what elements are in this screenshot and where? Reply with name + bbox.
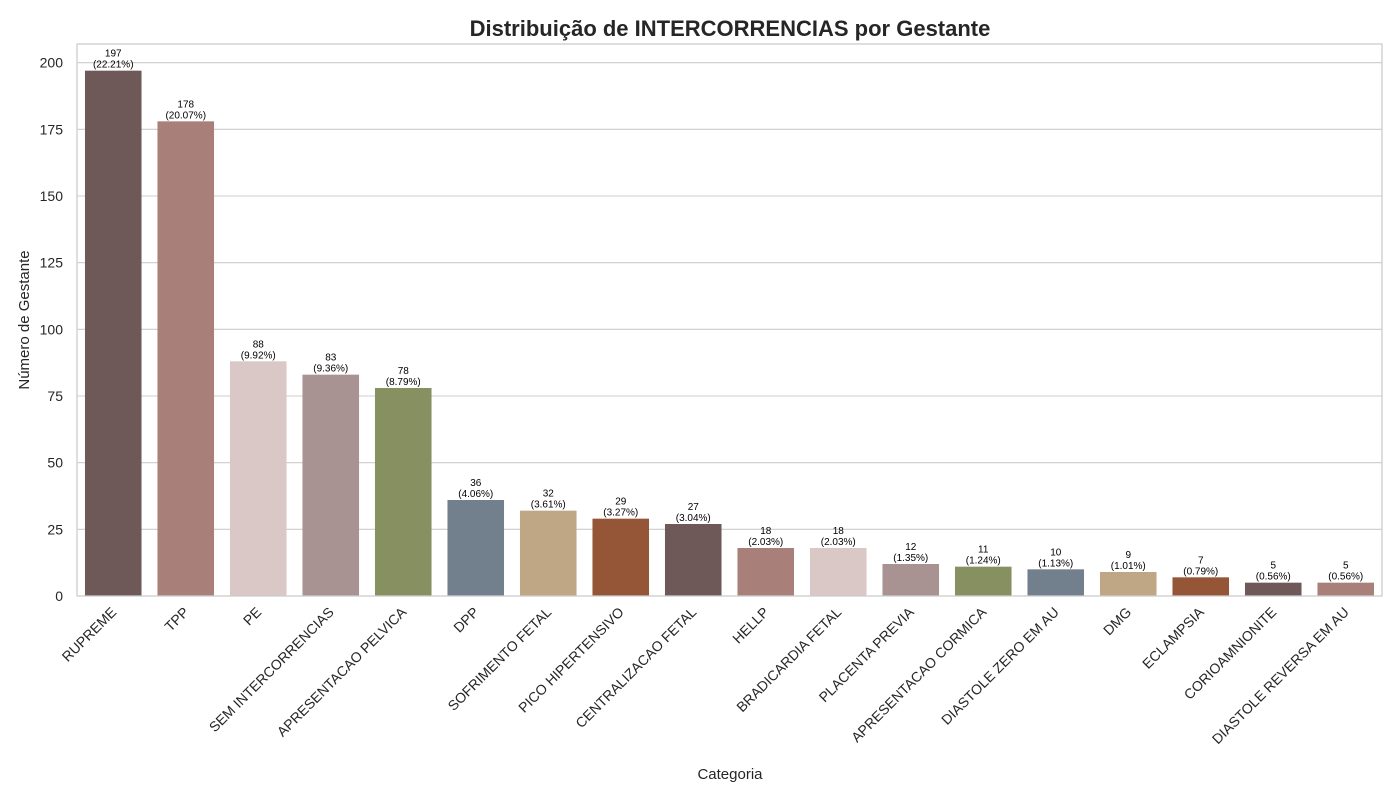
data-label-value: 9 bbox=[1125, 550, 1131, 561]
y-tick-label: 175 bbox=[40, 121, 64, 137]
data-labels: 197(22.21%) 178(20.07%) 88(9.92%) 83(9.36%)… bbox=[93, 49, 1363, 583]
y-tick-label: 0 bbox=[55, 588, 63, 604]
bar bbox=[157, 121, 215, 596]
data-label-value: 11 bbox=[978, 545, 989, 556]
data-label-percent: (0.56%) bbox=[1256, 572, 1291, 583]
plot-frame bbox=[76, 43, 1383, 597]
data-label-percent: (3.27%) bbox=[603, 508, 638, 519]
data-label-percent: (1.01%) bbox=[1111, 561, 1146, 572]
bar bbox=[1099, 572, 1157, 596]
data-label-value: 88 bbox=[253, 339, 265, 350]
bar bbox=[84, 70, 142, 596]
data-label-value: 18 bbox=[760, 526, 772, 537]
data-label-percent: (22.21%) bbox=[93, 60, 134, 71]
data-label-percent: (3.61%) bbox=[531, 500, 566, 511]
data-label-value: 5 bbox=[1270, 561, 1276, 572]
data-label-value: 197 bbox=[105, 49, 122, 60]
data-label-percent: (0.56%) bbox=[1328, 572, 1363, 583]
bar bbox=[737, 548, 795, 596]
x-tick-label: DPP bbox=[450, 604, 482, 636]
x-tick-label: TPP bbox=[161, 604, 192, 635]
y-tick-label: 25 bbox=[47, 521, 63, 537]
x-tick-label: DIASTOLE ZERO EM AU bbox=[938, 604, 1062, 728]
y-axis-ticks: 0 25 50 75 100 125 150 175 200 bbox=[40, 55, 64, 604]
x-tick-label: HELLP bbox=[729, 604, 772, 647]
y-tick-label: 75 bbox=[47, 388, 63, 404]
bars bbox=[84, 70, 1375, 596]
bar bbox=[1317, 582, 1375, 596]
data-label-percent: (9.36%) bbox=[313, 364, 348, 375]
data-label-percent: (2.03%) bbox=[748, 537, 783, 548]
data-label-percent: (1.24%) bbox=[966, 556, 1001, 567]
bar bbox=[302, 374, 360, 596]
data-label-percent: (20.07%) bbox=[165, 110, 206, 121]
data-label-percent: (1.35%) bbox=[893, 553, 928, 564]
y-tick-label: 200 bbox=[40, 55, 64, 71]
x-axis-label: Categoria bbox=[697, 766, 763, 783]
data-label-percent: (4.06%) bbox=[458, 489, 493, 500]
y-tick-label: 50 bbox=[47, 455, 63, 471]
bar bbox=[592, 518, 650, 596]
bar bbox=[954, 566, 1012, 596]
bar bbox=[1244, 582, 1302, 596]
data-label-percent: (2.03%) bbox=[821, 537, 856, 548]
x-tick-label: SEM INTERCORRENCIAS bbox=[206, 604, 337, 735]
y-tick-label: 150 bbox=[40, 188, 64, 204]
bar bbox=[809, 548, 867, 596]
data-label-value: 7 bbox=[1198, 555, 1204, 566]
data-label-value: 178 bbox=[177, 99, 194, 110]
data-label-percent: (8.79%) bbox=[386, 377, 421, 388]
x-tick-label: PE bbox=[240, 604, 265, 629]
data-label-value: 18 bbox=[833, 526, 845, 537]
x-tick-label: APRESENTACAO CORMICA bbox=[848, 603, 990, 745]
data-label-value: 32 bbox=[543, 489, 555, 500]
x-tick-label: APRESENTACAO PELVICA bbox=[274, 603, 410, 739]
data-label-value: 36 bbox=[470, 478, 482, 489]
data-label-percent: (9.92%) bbox=[241, 350, 276, 361]
data-label-percent: (3.04%) bbox=[676, 513, 711, 524]
plot-border bbox=[76, 43, 1383, 597]
data-label-value: 12 bbox=[905, 542, 917, 553]
data-label-percent: (1.13%) bbox=[1038, 558, 1073, 569]
bar bbox=[1172, 577, 1230, 596]
data-label-value: 10 bbox=[1050, 547, 1062, 558]
y-tick-label: 100 bbox=[40, 321, 64, 337]
bar bbox=[1027, 569, 1085, 596]
x-tick-label: DMG bbox=[1100, 604, 1134, 638]
y-tick-label: 125 bbox=[40, 255, 64, 271]
data-label-value: 83 bbox=[325, 353, 337, 364]
y-axis-label: Número de Gestante bbox=[16, 250, 33, 389]
chart-title: Distribuição de INTERCORRENCIAS por Gest… bbox=[470, 16, 991, 41]
bar bbox=[519, 510, 577, 596]
grid-lines bbox=[77, 62, 1382, 597]
x-tick-label: RUPREME bbox=[59, 604, 120, 665]
data-label-percent: (0.79%) bbox=[1183, 566, 1218, 577]
x-tick-label: DIASTOLE REVERSA EM AU bbox=[1209, 604, 1352, 747]
data-label-value: 78 bbox=[398, 366, 410, 377]
data-label-value: 29 bbox=[615, 497, 627, 508]
bar bbox=[664, 524, 722, 596]
x-tick-label: CENTRALIZACAO FETAL bbox=[572, 604, 699, 731]
x-tick-label: ECLAMPSIA bbox=[1139, 603, 1207, 671]
bar bbox=[882, 564, 940, 596]
data-label-value: 27 bbox=[688, 502, 700, 513]
bar bbox=[447, 500, 505, 596]
bar bbox=[374, 388, 432, 596]
bar bbox=[229, 361, 287, 596]
data-label-value: 5 bbox=[1343, 561, 1349, 572]
